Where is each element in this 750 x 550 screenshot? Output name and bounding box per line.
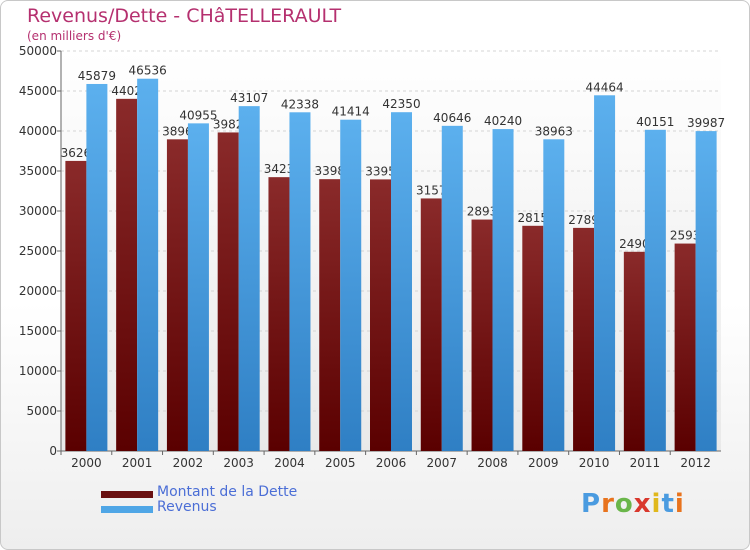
y-tick-label-15000: 15000 — [19, 324, 57, 338]
logo-letter: P — [581, 489, 602, 519]
x-tick-label-2004: 2004 — [274, 456, 305, 470]
bar-revenus-2005 — [340, 119, 362, 452]
data-label-dette-2008: 2893 — [467, 205, 498, 219]
x-tick-label-2000: 2000 — [71, 456, 102, 470]
bar-revenus-2012 — [695, 131, 717, 451]
bar-dette-2006 — [370, 179, 391, 451]
data-label-revenus-2012: 39987 — [687, 116, 725, 130]
logo-letter: x — [633, 489, 652, 519]
bar-dette-2003 — [217, 132, 239, 451]
data-label-dette-2011: 2490 — [619, 237, 650, 251]
data-label-dette-2009: 2815 — [518, 211, 549, 225]
x-tick-label-2008: 2008 — [477, 456, 508, 470]
bar-dette-2000 — [65, 160, 87, 452]
y-tick-label-50000: 50000 — [19, 44, 57, 58]
legend-label-dette: Montant de la Dette — [157, 484, 298, 500]
y-tick-label-0: 0 — [49, 444, 57, 458]
x-tick-label-2005: 2005 — [325, 456, 356, 470]
y-tick-label-5000: 5000 — [26, 404, 57, 418]
data-label-revenus-2011: 40151 — [636, 115, 674, 129]
bar-dette-2011 — [623, 251, 645, 451]
logo-letter: t — [661, 489, 675, 519]
logo-letter: i — [674, 489, 685, 519]
bar-revenus-2009 — [543, 139, 565, 451]
x-tick-label-2006: 2006 — [376, 456, 407, 470]
bar-revenus-2008 — [492, 129, 514, 451]
data-label-revenus-2006: 42350 — [382, 97, 420, 111]
bar-revenus-2010 — [594, 95, 616, 452]
data-label-revenus-2000: 45879 — [78, 69, 116, 83]
x-tick-label-2012: 2012 — [680, 456, 711, 470]
bar-revenus-2011 — [644, 129, 666, 452]
data-label-dette-2010: 2789 — [568, 213, 599, 227]
x-tick-label-2010: 2010 — [579, 456, 610, 470]
logo-letter: r — [601, 489, 615, 519]
data-label-revenus-2005: 41414 — [332, 105, 370, 119]
bar-revenus-2006 — [391, 112, 412, 451]
bar-revenus-2007 — [441, 125, 463, 451]
bar-dette-2010 — [573, 227, 595, 451]
bar-dette-2007 — [420, 198, 442, 451]
legend-swatch-dette — [101, 491, 153, 498]
data-label-revenus-2004: 42338 — [281, 97, 319, 111]
x-tick-label-2011: 2011 — [630, 456, 661, 470]
data-label-revenus-2003: 43107 — [230, 91, 268, 105]
data-label-dette-2003: 3982 — [213, 117, 244, 131]
x-tick-label-2002: 2002 — [173, 456, 204, 470]
x-tick-label-2009: 2009 — [528, 456, 559, 470]
bar-dette-2012 — [674, 243, 696, 451]
bar-revenus-2003 — [238, 106, 260, 452]
data-label-dette-2004: 3423 — [264, 162, 295, 176]
y-tick-label-10000: 10000 — [19, 364, 57, 378]
bar-revenus-2001 — [137, 78, 159, 451]
chart-title: Revenus/Dette - CHâTELLERAULT — [27, 5, 342, 27]
bar-dette-2001 — [116, 98, 138, 451]
logo-letter: o — [614, 489, 634, 519]
x-tick-label-2003: 2003 — [223, 456, 254, 470]
data-label-revenus-2008: 40240 — [484, 114, 522, 128]
x-tick-label-2001: 2001 — [122, 456, 153, 470]
y-tick-label-45000: 45000 — [19, 84, 57, 98]
y-tick-label-35000: 35000 — [19, 164, 57, 178]
data-label-dette-2002: 3896 — [162, 124, 193, 138]
chart-subtitle: (en milliers d'€) — [27, 29, 122, 43]
legend-label-revenus: Revenus — [157, 499, 217, 515]
data-label-revenus-2009: 38963 — [535, 124, 573, 138]
bar-dette-2008 — [471, 219, 493, 451]
bar-revenus-2004 — [289, 112, 311, 452]
y-tick-label-40000: 40000 — [19, 124, 57, 138]
data-label-revenus-2007: 40646 — [433, 111, 471, 125]
y-tick-label-30000: 30000 — [19, 204, 57, 218]
bar-dette-2005 — [319, 179, 341, 451]
data-label-dette-2000: 3626 — [61, 146, 92, 160]
bar-dette-2002 — [166, 139, 188, 451]
bar-revenus-2000 — [86, 83, 108, 451]
legend-swatch-revenus — [101, 506, 153, 513]
data-label-dette-2007: 3157 — [416, 183, 447, 197]
data-label-dette-2005: 3398 — [314, 164, 345, 178]
bar-dette-2004 — [268, 177, 290, 451]
data-label-dette-2001: 4402 — [111, 84, 142, 98]
data-label-revenus-2001: 46536 — [129, 64, 167, 78]
y-tick-label-20000: 20000 — [19, 284, 57, 298]
bar-dette-2009 — [522, 225, 544, 451]
proxiti-logo: Proxiti — [581, 489, 685, 519]
bar-revenus-2002 — [187, 123, 209, 452]
logo-letter: i — [651, 489, 662, 519]
data-label-dette-2012: 2593 — [670, 229, 701, 243]
data-label-revenus-2010: 44464 — [585, 80, 623, 94]
data-label-dette-2006: 3395 — [365, 164, 396, 178]
data-label-revenus-2002: 40955 — [179, 108, 217, 122]
x-tick-label-2007: 2007 — [426, 456, 457, 470]
y-tick-label-25000: 25000 — [19, 244, 57, 258]
